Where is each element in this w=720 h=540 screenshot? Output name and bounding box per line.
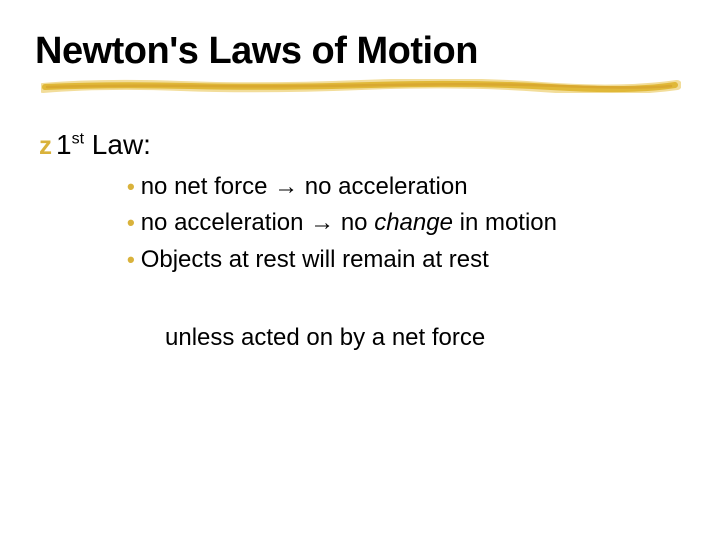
bullet-text: no net force → no acceleration xyxy=(141,171,468,203)
dot-icon: • xyxy=(127,212,135,234)
bullet-pre: Objects at rest will remain at rest xyxy=(141,246,489,273)
bullet-text: Objects at rest will remain at rest xyxy=(141,244,489,276)
section-label-pre: 1 xyxy=(56,129,72,160)
section-label-post: Law: xyxy=(84,129,151,160)
dot-icon: • xyxy=(127,176,135,198)
slide: Newton's Laws of Motion z 1st Law: • no … xyxy=(0,0,720,540)
bullet-post: no acceleration xyxy=(298,173,467,200)
bullet-post-a: no xyxy=(334,209,374,236)
bullet-italic: change xyxy=(374,209,453,236)
arrow-icon: → xyxy=(274,173,298,200)
page-title: Newton's Laws of Motion xyxy=(35,30,685,73)
section-label: 1st Law: xyxy=(56,129,151,161)
list-item: • no net force → no acceleration xyxy=(127,171,685,203)
arrow-icon: → xyxy=(310,209,334,236)
bullet-text: no acceleration → no change in motion xyxy=(141,207,557,239)
list-item: • Objects at rest will remain at rest xyxy=(127,244,685,276)
section-heading: z 1st Law: xyxy=(39,129,685,161)
bullet-post-b: in motion xyxy=(453,209,557,236)
z-bullet-icon: z xyxy=(39,132,52,158)
bullet-pre: no acceleration xyxy=(141,209,310,236)
list-item: • no acceleration → no change in motion xyxy=(127,207,685,239)
footer-text: unless acted on by a net force xyxy=(165,324,685,352)
section-label-sup: st xyxy=(72,131,84,148)
dot-icon: • xyxy=(127,249,135,271)
bullet-list: • no net force → no acceleration • no ac… xyxy=(127,171,685,276)
title-underline xyxy=(41,79,681,93)
bullet-pre: no net force xyxy=(141,173,274,200)
